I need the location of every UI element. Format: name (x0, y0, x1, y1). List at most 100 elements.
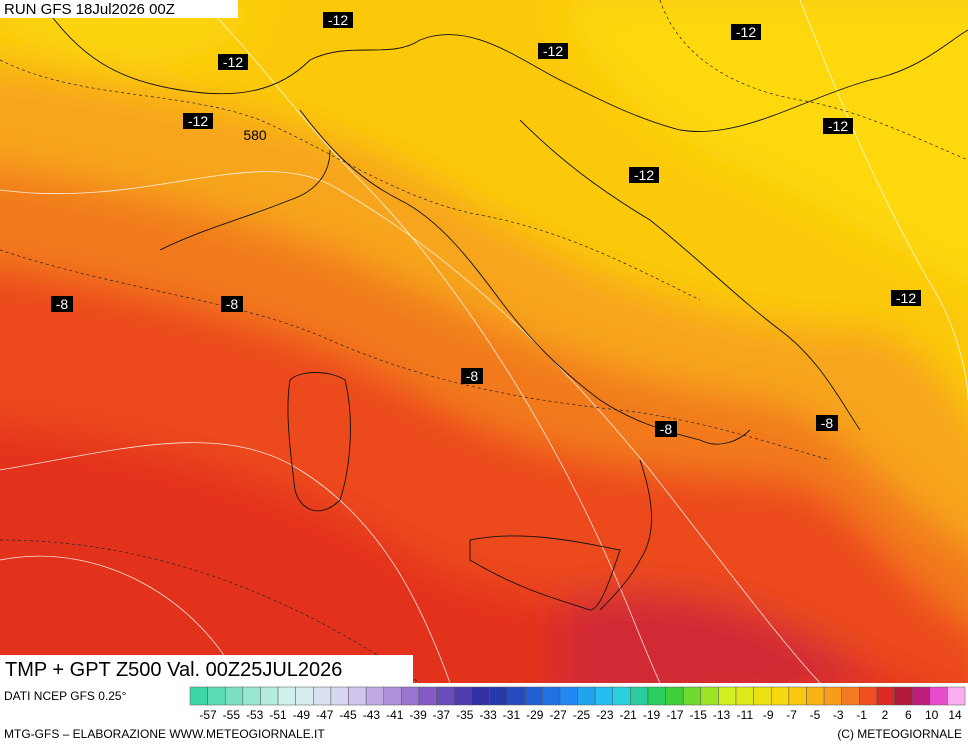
scale-swatch (348, 686, 367, 706)
color-scale: -57 -55 -53 -51 -49 -47 -45 -43 -41 -39 -37 -35 -33-… (189, 686, 966, 722)
scale-swatch (471, 686, 490, 706)
scale-label: -1 (856, 708, 867, 722)
scale-label: -37 (433, 708, 451, 722)
contour-label: -12 (223, 54, 243, 70)
scale-swatch (929, 686, 948, 706)
scale-label: -29 (526, 708, 544, 722)
contour-label-box (655, 421, 677, 437)
scale-swatch (506, 686, 525, 706)
scale-swatch (700, 686, 719, 706)
scale-swatch (418, 686, 437, 706)
contour-label-box (816, 415, 838, 431)
contour-label: -8 (466, 368, 479, 384)
scale-swatch (453, 686, 473, 706)
scale-label: -43 (363, 708, 381, 722)
contour-label-box (218, 54, 248, 70)
scale-swatch (559, 686, 578, 706)
scale-label: -21 (620, 708, 638, 722)
scale-swatch (753, 686, 772, 706)
scale-label: -57 (199, 708, 217, 722)
contour-label-box (323, 12, 353, 28)
contour-label: -12 (188, 113, 208, 129)
contour-label-box (823, 118, 853, 134)
scale-swatch (823, 686, 842, 706)
contour-label: -8 (821, 415, 834, 431)
scale-swatch (612, 686, 631, 706)
scale-label: 14 (948, 708, 962, 722)
contour-label: -12 (828, 118, 848, 134)
contour-label-box (891, 290, 921, 306)
scale-swatch (542, 686, 561, 706)
contour-label-box (51, 296, 73, 312)
contour-label-box (221, 296, 243, 312)
scale-label: -19 (643, 708, 661, 722)
scale-label: -45 (339, 708, 357, 722)
scale-swatch (859, 686, 878, 706)
scale-label: -55 (223, 708, 241, 722)
scale-swatch (682, 686, 702, 706)
scale-label: -39 (409, 708, 427, 722)
scale-label: -3 (833, 708, 844, 722)
scale-label: -7 (786, 708, 797, 722)
map-title: TMP + GPT Z500 Val. 00Z25JUL2026 (5, 659, 342, 681)
scale-swatch (630, 686, 649, 706)
scale-swatch (647, 686, 666, 706)
scale-swatch (876, 686, 895, 706)
scale-swatch (911, 686, 931, 706)
contour-label: -12 (896, 290, 916, 306)
scale-label: -13 (713, 708, 731, 722)
run-label: RUN GFS 18Jul2026 00Z (4, 1, 175, 18)
footer-right: (C) METEOGIORNALE (837, 727, 962, 741)
scale-swatch (224, 686, 244, 706)
scale-swatch (436, 686, 455, 706)
scale-swatch (330, 686, 349, 706)
footer-left: MTG-GFS – ELABORAZIONE WWW.METEOGIORNALE… (4, 727, 325, 741)
scale-label: -53 (246, 708, 264, 722)
scale-swatch (242, 686, 261, 706)
scale-label: -5 (810, 708, 821, 722)
scale-swatch (295, 686, 314, 706)
scale-swatch (894, 686, 913, 706)
scale-swatch (718, 686, 737, 706)
run-box (0, 0, 238, 18)
scale-label: 10 (925, 708, 939, 722)
scale-swatch (365, 686, 384, 706)
contour-label: 580 (243, 127, 267, 143)
contour-label: -8 (226, 296, 239, 312)
contour-label-box (538, 43, 568, 59)
scale-swatch (260, 686, 279, 706)
scale-label: 6 (905, 708, 912, 722)
contour-label: -8 (660, 421, 673, 437)
contour-label-box (183, 113, 213, 129)
contour-label: -12 (543, 43, 563, 59)
scale-label: -17 (666, 708, 684, 722)
scale-swatch (947, 686, 966, 706)
scale-label: -11 (737, 708, 754, 722)
contour-label-box (461, 368, 483, 384)
scale-label: -15 (690, 708, 708, 722)
scale-swatch (735, 686, 754, 706)
scale-swatch (277, 686, 296, 706)
contour-label: -12 (634, 167, 654, 183)
scale-swatch (489, 686, 508, 706)
contour-label: -8 (56, 296, 69, 312)
contour-label: -12 (328, 12, 348, 28)
scale-label: -49 (293, 708, 311, 722)
contour-label-box (731, 24, 761, 40)
scale-swatch (788, 686, 807, 706)
scale-label: -27 (549, 708, 567, 722)
scale-swatch (189, 686, 208, 706)
scale-swatch (665, 686, 684, 706)
scale-swatch (594, 686, 613, 706)
contour-label: -12 (736, 24, 756, 40)
scale-swatch (207, 686, 226, 706)
scale-label: -9 (763, 708, 774, 722)
scale-label: -35 (456, 708, 474, 722)
scale-label: -47 (316, 708, 334, 722)
scale-label: 2 (882, 708, 889, 722)
scale-swatch (577, 686, 596, 706)
scale-label: -25 (573, 708, 591, 722)
scale-swatch (401, 686, 420, 706)
contour-label-box (629, 167, 659, 183)
